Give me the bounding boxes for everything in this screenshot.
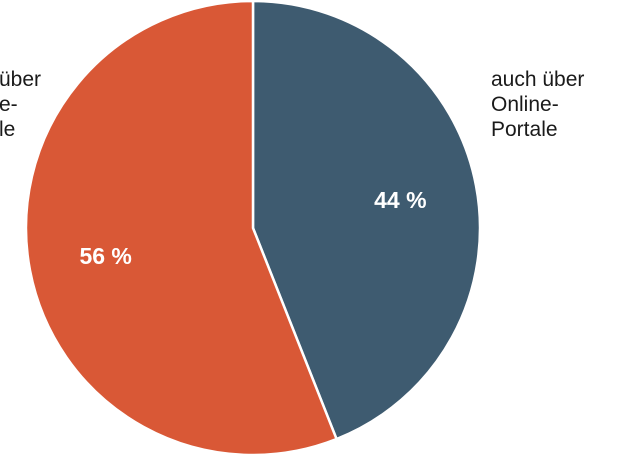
slice-category-label-line: Online- [491,93,559,116]
slice-category-label-line: Portale [491,118,558,141]
slice-category-label: auch über Online- Portale [491,68,590,141]
slice-category-label-line: auch über [491,68,584,91]
pie-slices [24,0,482,457]
slice-category-label-line: le [0,118,15,141]
pie-value-labels: 44 % 56 % [79,187,426,269]
slice-category-label-line: e- [0,93,18,116]
slice-category-label-line: über [0,68,41,91]
slice-category-label: über e- le [0,68,47,141]
pie-slice [24,0,338,457]
pie-value-label: 56 % [79,243,131,269]
pie-slice [251,0,482,441]
pie-value-label: 44 % [374,187,426,213]
